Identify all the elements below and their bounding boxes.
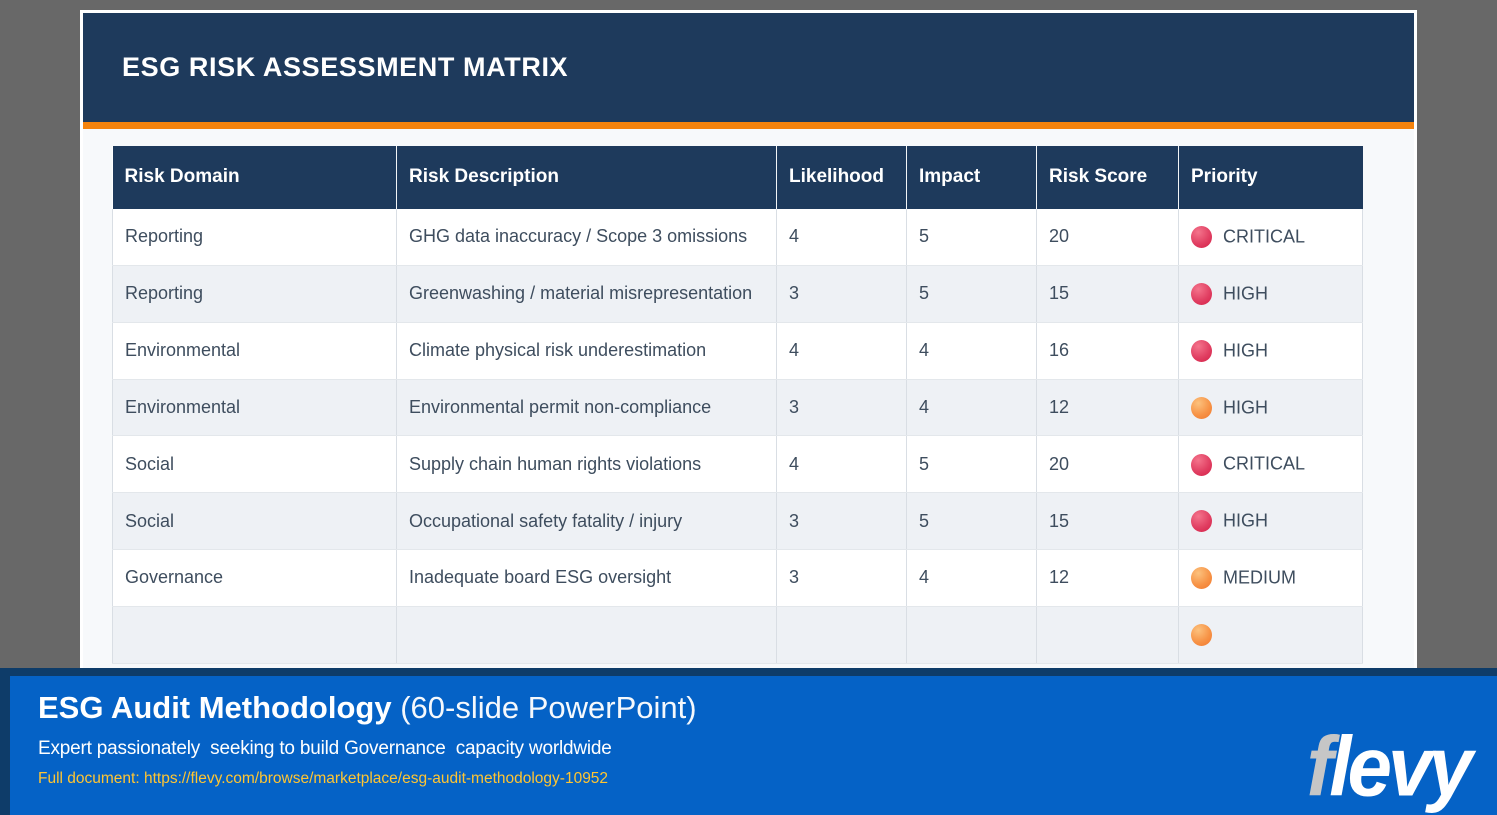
column-header-risk-domain: Risk Domain [112,146,397,209]
cell-likelihood: 3 [776,265,907,323]
cell-impact: 5 [906,209,1037,266]
document-title-name: ESG Audit Methodology [38,690,392,725]
cell-impact: 4 [906,379,1037,437]
column-header-impact: Impact [906,146,1037,209]
cell-domain: Environmental [112,379,397,437]
cell-domain: Governance [112,549,397,607]
priority-label: HIGH [1223,510,1268,531]
table-row: Governance Inadequate board ESG oversight… [112,549,1363,607]
cell-likelihood: 3 [776,549,907,607]
priority-dot-orange [1191,567,1212,590]
priority-dot-orange [1191,624,1212,647]
table-row: Reporting Greenwashing / material misrepr… [112,265,1363,323]
table-row: Environmental Climate physical risk under… [112,322,1363,380]
priority-label: HIGH [1223,283,1268,304]
cell-description: Occupational safety fatality / injury [396,492,777,551]
priority-dot-red [1191,339,1212,362]
cell-domain: Reporting [112,209,397,266]
flevy-logo-f: f [1306,719,1334,814]
cell-score: 12 [1036,379,1179,437]
document-format: (60-slide PowerPoint) [391,690,697,725]
cell-priority: CRITICAL [1178,435,1363,494]
full-document-link[interactable]: Full document: https://flevy.com/browse/… [38,769,609,787]
cell-impact: 5 [906,435,1037,494]
cell-priority: CRITICAL [1178,209,1363,266]
cell-priority: HIGH [1178,492,1363,551]
cell-description: GHG data inaccuracy / Scope 3 omissions [396,209,777,266]
cell-likelihood: 4 [776,435,907,494]
cell-score: 20 [1036,435,1179,494]
table-header-row: Risk Domain Risk Description Likelihood Imp… [112,146,1363,209]
priority-dot-orange [1191,396,1212,419]
table-row: Social Occupational safety fatality / inj… [112,492,1363,551]
cell-description: Inadequate board ESG oversight [396,549,777,607]
footer-banner: ESG Audit Methodology (60-slide PowerPoi… [0,668,1497,815]
cell-likelihood: 4 [776,209,907,266]
cell-domain: Reporting [112,265,397,323]
risk-matrix-table: Risk Domain Risk Description Likelihood Imp… [112,146,1363,664]
document-title: ESG Audit Methodology (60-slide PowerPoi… [38,689,1497,728]
cell-description: Supply chain human rights violations [396,435,777,494]
slide-title: ESG RISK ASSESSMENT MATRIX [122,52,569,82]
priority-dot-red [1191,283,1212,306]
priority-dot-red [1191,453,1212,476]
cell-impact: 5 [906,492,1037,551]
author-tagline: Expert passionately seeking to build Gov… [38,737,612,759]
cell-domain: Social [112,492,397,551]
cell-domain [112,606,397,664]
priority-dot-red [1191,226,1212,249]
column-header-likelihood: Likelihood [776,146,907,209]
cell-description: Environmental permit non-compliance [396,379,777,437]
footer-banner-inner: ESG Audit Methodology (60-slide PowerPoi… [10,676,1497,815]
cell-impact: 4 [906,322,1037,380]
cell-description: Greenwashing / material misrepresentatio… [396,265,777,323]
slide-header: ESG RISK ASSESSMENT MATRIX [83,13,1414,122]
cell-score: 16 [1036,322,1179,380]
flevy-logo: flevy [1307,724,1473,809]
cell-priority: MEDIUM [1178,549,1363,607]
cell-domain: Environmental [112,322,397,380]
column-header-priority: Priority [1178,146,1363,209]
table-row [112,606,1363,664]
cell-description: Climate physical risk underestimation [396,322,777,380]
accent-bar [83,122,1414,129]
priority-label: MEDIUM [1223,567,1296,588]
cell-score: 15 [1036,492,1179,551]
cell-score: 12 [1036,549,1179,607]
column-header-risk-description: Risk Description [396,146,777,209]
priority-label: HIGH [1223,397,1268,418]
cell-priority [1178,606,1363,664]
priority-dot-red [1191,510,1212,533]
cell-likelihood: 3 [776,492,907,551]
table-row: Social Supply chain human rights violatio… [112,435,1363,494]
cell-priority: HIGH [1178,379,1363,437]
slide-body: Risk Domain Risk Description Likelihood Imp… [83,129,1414,700]
priority-label: CRITICAL [1223,454,1306,475]
cell-domain: Social [112,435,397,494]
cell-score [1036,606,1179,664]
table-row: Environmental Environmental permit non-co… [112,379,1363,437]
priority-label: HIGH [1223,340,1268,361]
cell-impact: 4 [906,549,1037,607]
cell-priority: HIGH [1178,322,1363,380]
cell-impact [906,606,1037,664]
cell-priority: HIGH [1178,265,1363,323]
table-row: Reporting GHG data inaccuracy / Scope 3 o… [112,209,1363,266]
cell-impact: 5 [906,265,1037,323]
cell-score: 20 [1036,209,1179,266]
cell-likelihood: 4 [776,322,907,380]
slide: ESG RISK ASSESSMENT MATRIX Risk Domain Ri… [80,10,1417,700]
flevy-logo-levy: levy [1329,719,1473,814]
column-header-risk-score: Risk Score [1036,146,1179,209]
cell-likelihood [776,606,907,664]
cell-score: 15 [1036,265,1179,323]
cell-description [396,606,777,664]
cell-likelihood: 3 [776,379,907,437]
priority-label: CRITICAL [1223,226,1306,247]
